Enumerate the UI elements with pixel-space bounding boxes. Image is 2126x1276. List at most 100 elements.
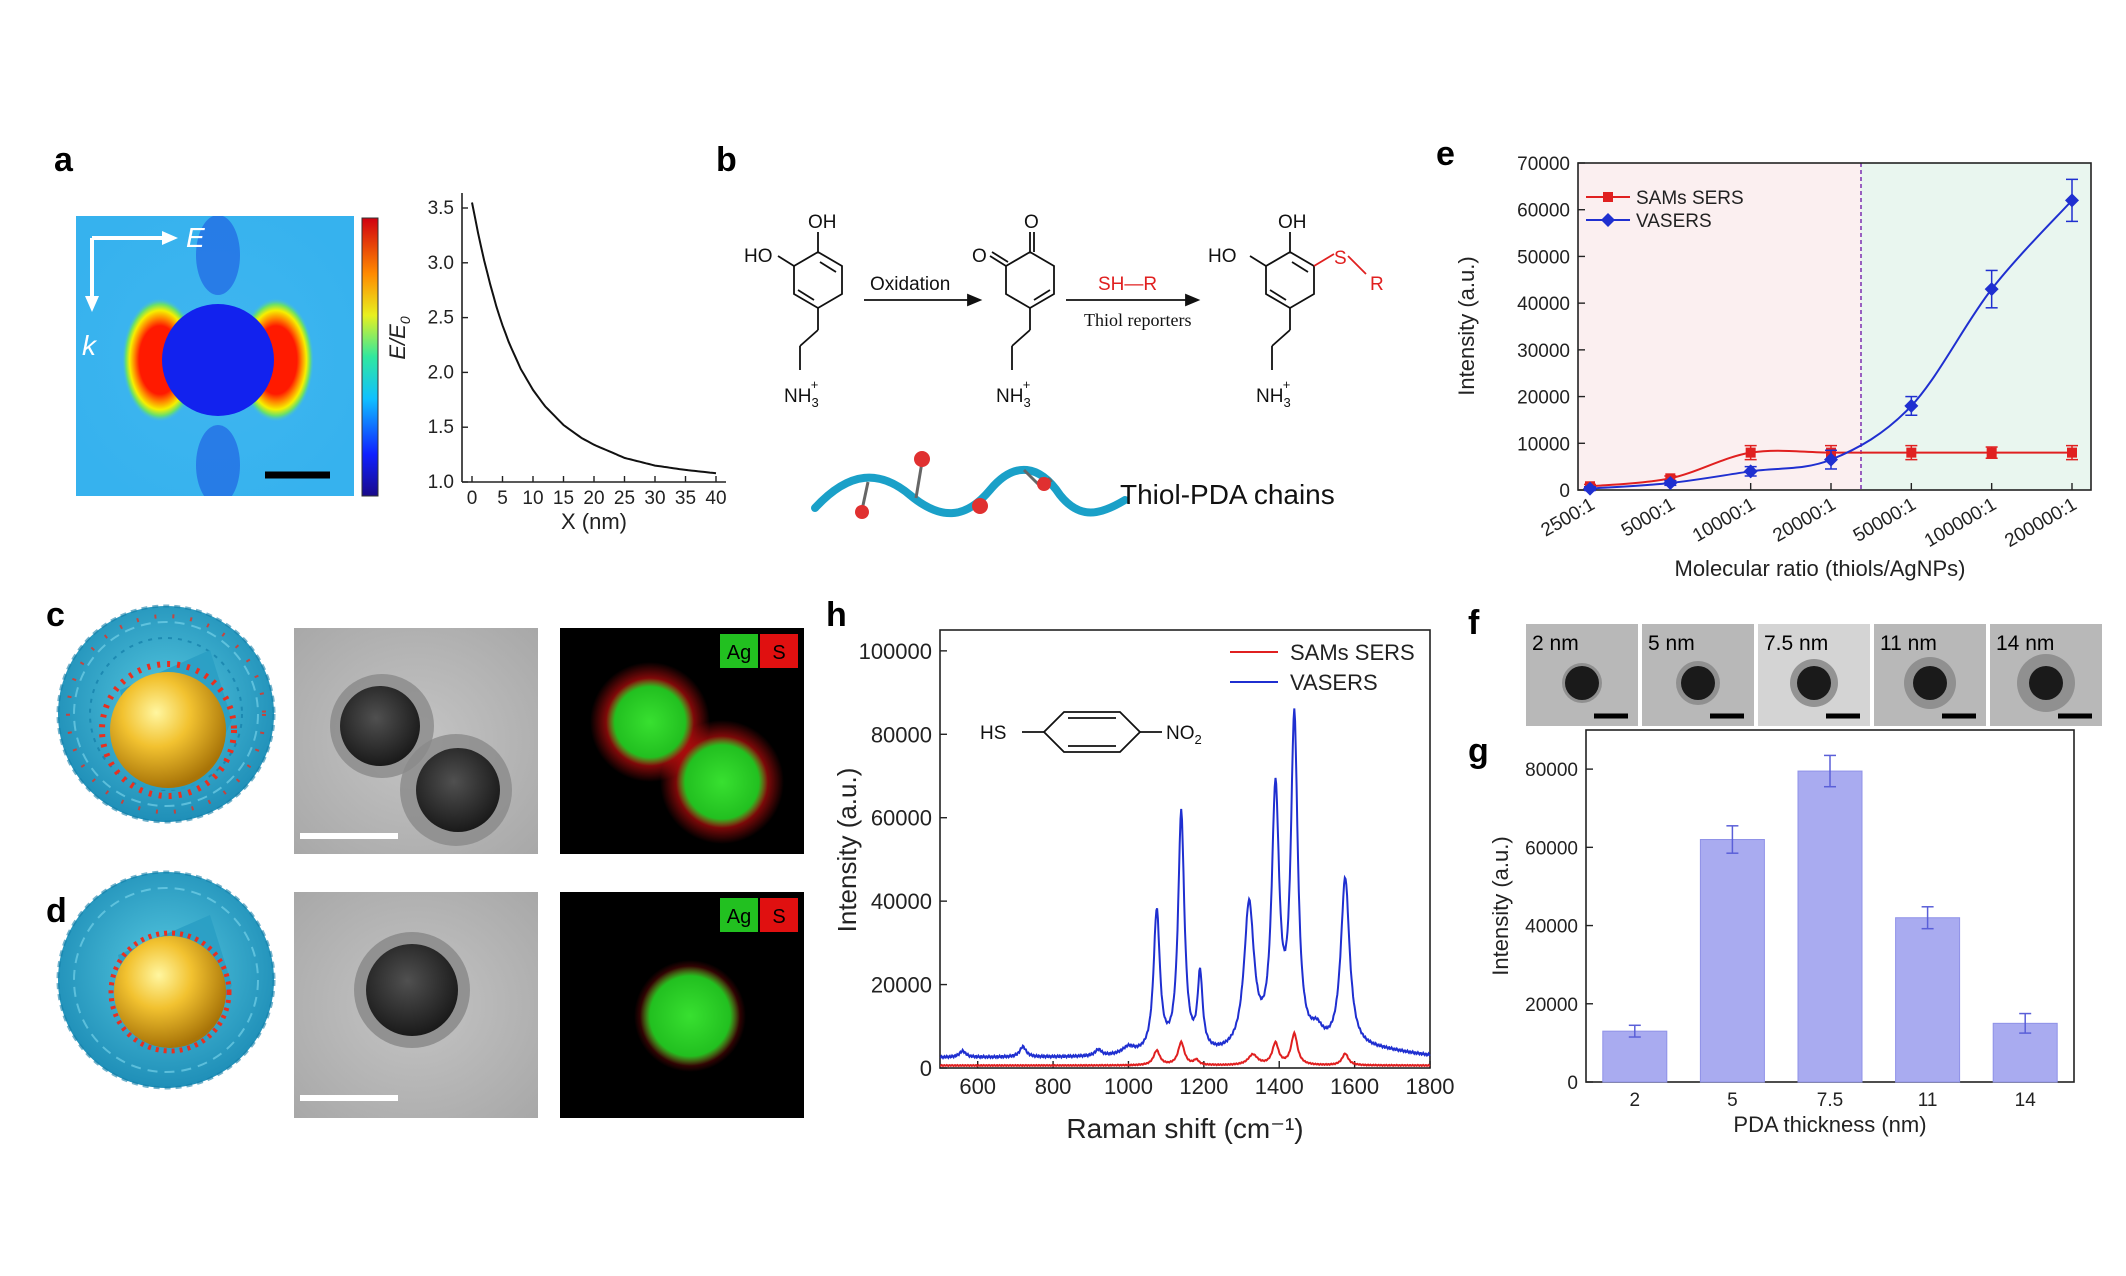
- ratio-ytick-label: 0: [1559, 481, 1570, 502]
- bar-ytick-label: 0: [1567, 1073, 1578, 1094]
- decay-ytick-label: 3.5: [428, 198, 454, 219]
- bar-ytick-label: 80000: [1525, 760, 1578, 781]
- bar-xtick-label: 11: [1918, 1090, 1938, 1111]
- thiol-reagent-label: SH—R: [1098, 274, 1157, 295]
- ratio-ytick-label: 70000: [1517, 154, 1570, 175]
- ratio-point: [1583, 481, 1597, 496]
- decay-xtick-label: 10: [522, 488, 543, 509]
- ratio-xtick-label: 200000:1: [2001, 494, 2080, 552]
- legend-sams: SAMs SERS: [1636, 188, 1744, 209]
- bar: [1602, 1030, 1668, 1083]
- raman-ytick-label: 100000: [859, 639, 932, 664]
- quinone-structure: [989, 232, 1055, 370]
- raman-xtick-label: 1400: [1255, 1074, 1304, 1099]
- decay-xtick-label: 15: [553, 488, 574, 509]
- panel-label-g: g: [1468, 732, 1489, 770]
- ratio-xtick-label: 5000:1: [1618, 494, 1679, 541]
- raman-xtick-label: 1800: [1406, 1074, 1455, 1099]
- raman-series-line: [939, 708, 1431, 1060]
- raman-xtick-label: 600: [959, 1074, 996, 1099]
- bar-ytick-label: 60000: [1525, 838, 1578, 859]
- mol2-o-left: O: [972, 246, 987, 267]
- ratio-point: [1986, 447, 1997, 458]
- raman-ytick-label: 40000: [871, 889, 932, 914]
- bar-xtick-label: 2: [1630, 1090, 1641, 1111]
- raman-ytick-label: 80000: [871, 722, 932, 747]
- reaction-scheme: [777, 232, 1367, 370]
- decay-ytick-label: 2.5: [428, 308, 454, 329]
- dopamine-structure: [777, 232, 843, 370]
- bar-xtick-label: 7.5: [1817, 1090, 1843, 1111]
- panel-label-b: b: [716, 141, 737, 179]
- panel-label-c: c: [46, 596, 65, 634]
- decay-plot: 0 5 10 15 20 25 30 35 401.01.52.02.53.03.5 E/E0 …: [385, 193, 727, 534]
- ratio-point: [2065, 193, 2079, 208]
- bar-xtick-label: 14: [2015, 1090, 2037, 1111]
- mol2-nh3: NH3+: [996, 377, 1031, 410]
- thiol-adduct-structure: [1249, 232, 1367, 370]
- tem-core: [1565, 666, 1599, 700]
- e-field-label: E: [186, 222, 205, 253]
- decay-xtick-label: 0: [467, 488, 478, 509]
- tem-core: [1681, 666, 1715, 700]
- reaction-labels: HO OH NH3+ Oxidation O O NH3+ SH—R Thiol…: [744, 212, 1384, 410]
- legend-ag-d: Ag: [727, 906, 751, 928]
- tem-core: [1797, 666, 1831, 700]
- raman-chart: 0 20000 40000 60000 80000 100000 600 800 1000 120…: [832, 629, 1455, 1144]
- ratio-legend: SAMs SERS VASERS: [1586, 188, 1744, 232]
- mol3-oh: OH: [1278, 212, 1307, 233]
- decay-xtick-label: 5: [497, 488, 508, 509]
- legend-s-c: S: [772, 642, 785, 664]
- ratio-ytick-label: 60000: [1517, 201, 1570, 222]
- bar: [1797, 770, 1863, 1083]
- mol3-r: R: [1370, 274, 1384, 295]
- decay-xtick-label: 40: [705, 488, 726, 509]
- tem-image-c: [294, 628, 538, 854]
- panel-label-h: h: [826, 596, 847, 634]
- decay-xlabel: X (nm): [561, 509, 627, 534]
- ratio-point: [1743, 464, 1758, 479]
- mol1-oh: OH: [808, 212, 837, 233]
- mol1-nh3: NH3+: [784, 377, 819, 410]
- ratio-xtick-label: 10000:1: [1689, 494, 1759, 547]
- ratio-point: [1663, 475, 1678, 490]
- panel-label-e: e: [1436, 135, 1455, 173]
- panel-label-f: f: [1468, 604, 1480, 642]
- core-shell-model-d: [56, 870, 276, 1090]
- tem-core: [1913, 666, 1947, 700]
- raman-ytick-label: 60000: [871, 806, 932, 831]
- ratio-point: [1906, 447, 1917, 458]
- oxidation-label: Oxidation: [870, 274, 950, 295]
- legend-s-d: S: [772, 906, 785, 928]
- decay-xtick-label: 35: [675, 488, 696, 509]
- tem-thickness-label: 5 nm: [1648, 632, 1695, 655]
- molecule-no2: NO2: [1166, 723, 1202, 747]
- ratio-xtick-label: 50000:1: [1850, 494, 1920, 547]
- raman-xtick-label: 800: [1035, 1074, 1072, 1099]
- mol1-ho: HO: [744, 246, 773, 267]
- thiol-pda-chain: Thiol-PDA chains: [811, 451, 1335, 519]
- mol3-s: S: [1334, 248, 1347, 269]
- thickness-bar-chart: 0 20000 40000 60000 80000 2 5 7.5 11 14 Intensity…: [1488, 729, 2075, 1137]
- raman-xtick-label: 1600: [1330, 1074, 1379, 1099]
- legend-ag-c: Ag: [727, 642, 751, 664]
- panel-label-d: d: [46, 892, 67, 930]
- bar-xlabel: PDA thickness (nm): [1733, 1112, 1926, 1137]
- field-map: E k: [76, 216, 354, 496]
- ratio-ytick-label: 40000: [1517, 294, 1570, 315]
- thiol-reporters-label: Thiol reporters: [1084, 310, 1191, 330]
- decay-xtick-label: 25: [614, 488, 635, 509]
- tem-image-d: [294, 892, 538, 1118]
- tem-thickness-label: 7.5 nm: [1764, 632, 1828, 655]
- decay-xtick-label: 30: [644, 488, 665, 509]
- decay-ytick-label: 2.0: [428, 362, 454, 383]
- bar-ylabel: Intensity (a.u.): [1488, 836, 1513, 975]
- tem-thickness-strip: 2 nm 5 nm 7.5 nm 11 nm 14 nm: [1526, 624, 2102, 726]
- ratio-ytick-label: 10000: [1517, 434, 1570, 455]
- raman-legend: SAMs SERS VASERS: [1230, 640, 1415, 695]
- ratio-point: [1984, 282, 1999, 297]
- bar-ytick-label: 40000: [1525, 917, 1578, 938]
- chain-label: Thiol-PDA chains: [1120, 479, 1335, 510]
- tem-thickness-label: 11 nm: [1880, 632, 1937, 655]
